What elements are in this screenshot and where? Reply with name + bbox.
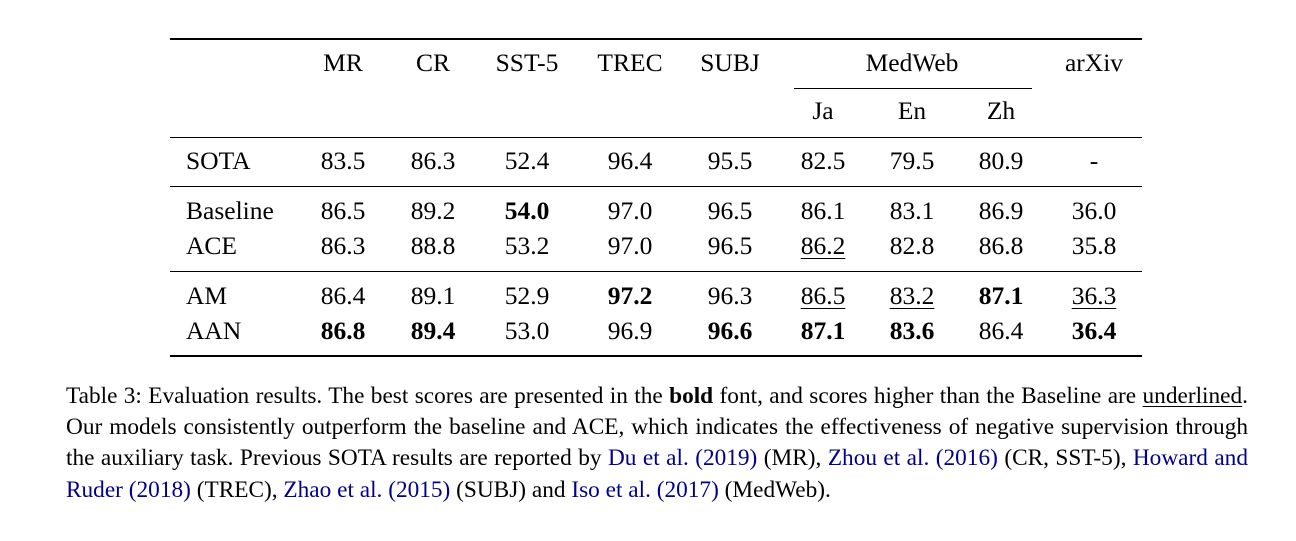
table-cell: 96.5 xyxy=(707,231,753,260)
table-cell: 54.0 xyxy=(504,196,550,225)
table-cell: 86.9 xyxy=(978,196,1024,225)
caption-text: (MR), xyxy=(757,445,828,472)
table-cell: 86.3 xyxy=(410,146,456,175)
column-header: TREC xyxy=(597,48,663,77)
column-header: CR xyxy=(415,48,451,77)
citation-link[interactable]: Zhou et al. (2016) xyxy=(827,445,998,472)
caption-text: (CR, SST-5), xyxy=(997,445,1133,472)
table-cell: 87.1 xyxy=(800,316,846,345)
table-cell: 88.8 xyxy=(410,231,456,260)
table-cell: 82.5 xyxy=(800,146,846,175)
table-caption: Table 3: Evaluation results. The best sc… xyxy=(66,381,1248,506)
table-cell: 96.5 xyxy=(707,196,753,225)
table-cell: 96.6 xyxy=(707,316,753,345)
table-cell: 86.4 xyxy=(978,316,1024,345)
caption-text: (SUBJ) and xyxy=(450,476,572,503)
table-cell: 82.8 xyxy=(889,231,935,260)
column-header: SUBJ xyxy=(700,48,760,77)
table-cell: 53.2 xyxy=(504,231,550,260)
table-cell: 80.9 xyxy=(978,146,1024,175)
table-cell: 86.4 xyxy=(320,281,366,310)
subcolumn-header: Ja xyxy=(812,96,834,125)
row-label: ACE xyxy=(186,231,237,260)
table-cell: 96.9 xyxy=(607,316,653,345)
row-label: SOTA xyxy=(186,146,251,175)
row-label: AAN xyxy=(186,316,242,345)
citation-link[interactable]: Iso et al. (2017) xyxy=(571,476,719,503)
table-bottom-rule xyxy=(170,355,1142,357)
table-cell: 86.1 xyxy=(800,196,846,225)
column-header: MedWeb xyxy=(865,48,959,77)
caption-text: Table 3: Evaluation results. The best sc… xyxy=(66,383,670,409)
header-bottom-rule xyxy=(170,137,1142,138)
caption-text: (TREC), xyxy=(190,476,284,503)
table-cell: 79.5 xyxy=(889,146,935,175)
citation-link[interactable]: Zhao et al. (2015) xyxy=(283,476,451,503)
table-cell: 95.5 xyxy=(707,146,753,175)
table-cell: 83.5 xyxy=(320,146,366,175)
table-cell: 83.1 xyxy=(889,196,935,225)
table-cell: 86.8 xyxy=(320,316,366,345)
column-header: MR xyxy=(323,48,363,77)
table-top-rule xyxy=(170,38,1142,40)
table-cell: 83.6 xyxy=(889,316,935,345)
table-cell: 35.8 xyxy=(1071,231,1117,260)
column-header: SST-5 xyxy=(495,48,559,77)
subcolumn-header: Zh xyxy=(986,96,1016,125)
table-cell: 89.4 xyxy=(410,316,456,345)
caption-text: . Our models consistently outperform the… xyxy=(66,383,1248,472)
results-table: MR CR SST-5 TREC SUBJ MedWeb arXiv Ja En Zh SOTA 83… xyxy=(170,38,1142,357)
table-cell: 83.2 xyxy=(889,281,935,310)
table-cell: 96.4 xyxy=(607,146,653,175)
row-label: Baseline xyxy=(186,196,274,225)
medweb-column-rule xyxy=(794,88,1032,89)
table-cell: 96.3 xyxy=(707,281,753,310)
table-cell: 52.9 xyxy=(504,281,550,310)
caption-bold-word: bold xyxy=(669,383,714,409)
table-cell: 86.8 xyxy=(978,231,1024,260)
table-cell: 86.5 xyxy=(800,281,846,310)
citation-link[interactable]: Du et al. (2019) xyxy=(607,445,758,472)
table-cell: 97.0 xyxy=(607,196,653,225)
table-cell: 86.5 xyxy=(320,196,366,225)
caption-underlined-word: underlined xyxy=(1142,383,1243,409)
table-cell: 52.4 xyxy=(504,146,550,175)
table-cell: 89.2 xyxy=(410,196,456,225)
table-cell: 36.3 xyxy=(1071,281,1117,310)
baseline-group-bottom-rule xyxy=(170,271,1142,272)
caption-text: (MedWeb). xyxy=(718,476,831,503)
table-cell: 36.0 xyxy=(1071,196,1117,225)
column-header: arXiv xyxy=(1064,48,1124,77)
citation-link[interactable]: Howard and Ruder (2018) xyxy=(66,445,1248,503)
table-cell: - xyxy=(1089,146,1099,175)
table-cell: 89.1 xyxy=(410,281,456,310)
table-cell: 86.2 xyxy=(800,231,846,260)
table-cell: 87.1 xyxy=(978,281,1024,310)
table-cell: 97.0 xyxy=(607,231,653,260)
row-label: AM xyxy=(186,281,228,310)
table-cell: 86.3 xyxy=(320,231,366,260)
table-cell: 36.4 xyxy=(1071,316,1117,345)
table-cell: 97.2 xyxy=(607,281,653,310)
caption-text: font, and scores higher than the Baselin… xyxy=(713,383,1143,409)
table-cell: 53.0 xyxy=(504,316,550,345)
subcolumn-header: En xyxy=(897,96,927,125)
sota-bottom-rule xyxy=(170,186,1142,187)
